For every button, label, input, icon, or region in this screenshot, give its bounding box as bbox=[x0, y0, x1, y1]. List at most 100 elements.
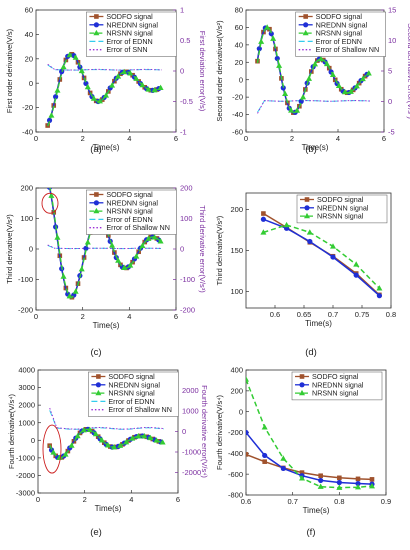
data-point bbox=[50, 449, 57, 455]
y-tick-label: 0 bbox=[29, 79, 33, 88]
highlight-ellipse bbox=[42, 424, 62, 474]
chart-panel: 0 2 4 6 -3000 -2000 -1000 0 1000 2000 3000 4000 -200… bbox=[7, 366, 209, 538]
legend-entry: SODFO signal bbox=[312, 372, 359, 381]
y-tick-label: 200 bbox=[20, 184, 33, 193]
y-tick-label: 0 bbox=[239, 407, 243, 416]
data-point bbox=[96, 97, 103, 104]
x-tick-label: 0.9 bbox=[381, 497, 391, 506]
y-tick-label: 150 bbox=[230, 246, 243, 255]
y2-tick-label: -0.5 bbox=[180, 97, 193, 106]
y-tick-label: -200 bbox=[18, 306, 33, 315]
series-line bbox=[263, 224, 380, 289]
data-point bbox=[306, 229, 313, 235]
legend-marker bbox=[299, 382, 305, 388]
legend-marker bbox=[299, 374, 305, 379]
data-point bbox=[258, 38, 265, 44]
data-point bbox=[139, 242, 146, 249]
data-point bbox=[115, 257, 122, 263]
y2-axis-label: First deviation error(V/s) bbox=[198, 31, 207, 112]
y-axis-label: Third derivative(V/s³) bbox=[5, 214, 14, 284]
series-line bbox=[246, 379, 373, 489]
legend-entry: Error of Shallow NN bbox=[106, 223, 170, 232]
legend-entry: NREDNN signal bbox=[312, 380, 364, 389]
legend-entry: Error of EDNN bbox=[106, 215, 152, 224]
data-point bbox=[103, 92, 109, 98]
data-point bbox=[246, 429, 249, 436]
x-tick-label: 4 bbox=[127, 312, 131, 321]
data-point bbox=[300, 94, 307, 100]
data-point bbox=[312, 60, 318, 67]
x-axis-label: Time(s) bbox=[303, 506, 330, 515]
data-point bbox=[262, 452, 268, 459]
y2-tick-label: 0 bbox=[180, 245, 184, 254]
legend-marker bbox=[304, 205, 310, 211]
y-tick-label: 20 bbox=[235, 58, 243, 67]
data-point bbox=[68, 442, 75, 448]
data-point bbox=[56, 454, 63, 460]
data-point bbox=[359, 75, 366, 82]
y-axis-label: Fourth derivative(V/s⁴) bbox=[215, 395, 224, 470]
legend-marker bbox=[302, 29, 309, 36]
y-tick-label: 1000 bbox=[18, 418, 35, 427]
y-tick-label: -20 bbox=[232, 93, 243, 102]
highlight-ellipse bbox=[41, 192, 59, 214]
data-point bbox=[157, 238, 164, 244]
y-tick-label: 2000 bbox=[18, 401, 35, 410]
data-point bbox=[261, 424, 268, 430]
x-tick-label: 6 bbox=[176, 495, 180, 504]
data-point bbox=[129, 435, 136, 441]
y-tick-label: 3000 bbox=[18, 383, 35, 392]
data-point bbox=[78, 266, 85, 272]
legend-entry: SODFO signal bbox=[316, 12, 363, 21]
y-tick-label: 20 bbox=[25, 54, 33, 63]
legend-entry: NRSNN signal bbox=[312, 389, 359, 398]
data-point bbox=[151, 234, 158, 240]
legend-marker bbox=[93, 22, 99, 28]
data-point bbox=[78, 67, 85, 74]
legend-marker bbox=[304, 212, 310, 219]
legend-marker bbox=[94, 14, 99, 19]
chart-panel: 0 2 4 6 -40 -20 0 20 40 60 -1 -0.5 0 0.5 1 Time(s) First… bbox=[5, 6, 207, 155]
x-tick-label: 4 bbox=[129, 495, 133, 504]
data-point bbox=[84, 83, 91, 90]
legend-entry: Error of Shallow NN bbox=[316, 45, 380, 54]
data-point bbox=[74, 432, 81, 439]
legend-entry: SODFO signal bbox=[108, 372, 155, 381]
legend-marker bbox=[93, 207, 100, 214]
data-point bbox=[294, 107, 301, 113]
legend-entry: NRSNN signal bbox=[316, 29, 363, 38]
data-point bbox=[318, 477, 324, 484]
data-point bbox=[256, 46, 262, 52]
data-point bbox=[72, 54, 79, 60]
y-tick-label: 60 bbox=[235, 23, 243, 32]
y-tick-label: 100 bbox=[20, 214, 33, 223]
x-tick-label: 0 bbox=[34, 312, 38, 321]
x-axis-label: Time(s) bbox=[93, 321, 120, 330]
data-point bbox=[280, 85, 286, 91]
y-tick-label: 40 bbox=[235, 40, 243, 49]
data-point bbox=[145, 235, 152, 241]
series-line bbox=[246, 432, 373, 485]
x-tick-label: 2 bbox=[81, 312, 85, 321]
data-point bbox=[283, 221, 290, 228]
x-tick-label: 2 bbox=[81, 134, 85, 143]
data-point bbox=[133, 75, 140, 81]
y-tick-label: -800 bbox=[228, 491, 243, 500]
x-tick-label: 0 bbox=[244, 134, 248, 143]
data-point bbox=[86, 426, 93, 433]
data-point bbox=[341, 88, 348, 95]
data-point bbox=[330, 254, 336, 260]
legend-entry: Error of Shallow NN bbox=[108, 405, 172, 414]
data-point bbox=[270, 35, 277, 41]
legend-marker bbox=[93, 29, 100, 36]
y-tick-label: 0 bbox=[29, 245, 33, 254]
plot-series-group bbox=[260, 211, 383, 299]
legend-entry: Error of SNN bbox=[106, 45, 147, 54]
y-tick-label: -600 bbox=[228, 470, 243, 479]
legend-marker bbox=[299, 389, 305, 396]
legend-entry: SODFO signal bbox=[317, 195, 364, 204]
data-point bbox=[330, 243, 336, 249]
x-tick-label: 0.65 bbox=[297, 310, 312, 319]
